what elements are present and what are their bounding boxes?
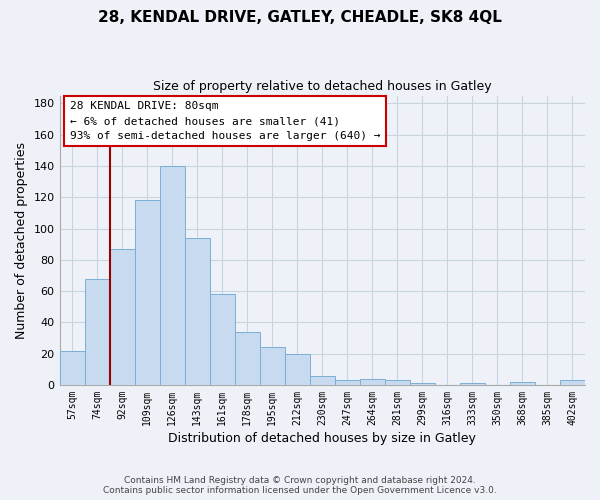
Bar [110, 249, 134, 385]
X-axis label: Distribution of detached houses by size in Gatley: Distribution of detached houses by size … [169, 432, 476, 445]
Bar [160, 166, 185, 385]
Bar [460, 384, 485, 385]
Bar [85, 278, 110, 385]
Bar [410, 384, 435, 385]
Bar [385, 380, 410, 385]
Y-axis label: Number of detached properties: Number of detached properties [15, 142, 28, 339]
Bar [209, 294, 235, 385]
Bar [134, 200, 160, 385]
Bar [260, 348, 285, 385]
Bar [560, 380, 585, 385]
Bar [335, 380, 360, 385]
Bar [310, 376, 335, 385]
Text: 28, KENDAL DRIVE, GATLEY, CHEADLE, SK8 4QL: 28, KENDAL DRIVE, GATLEY, CHEADLE, SK8 4… [98, 10, 502, 25]
Bar [510, 382, 535, 385]
Title: Size of property relative to detached houses in Gatley: Size of property relative to detached ho… [153, 80, 491, 93]
Bar [285, 354, 310, 385]
Bar [185, 238, 209, 385]
Bar [59, 350, 85, 385]
Text: 28 KENDAL DRIVE: 80sqm
← 6% of detached houses are smaller (41)
93% of semi-deta: 28 KENDAL DRIVE: 80sqm ← 6% of detached … [70, 102, 380, 141]
Bar [235, 332, 260, 385]
Bar [360, 378, 385, 385]
Text: Contains HM Land Registry data © Crown copyright and database right 2024.
Contai: Contains HM Land Registry data © Crown c… [103, 476, 497, 495]
